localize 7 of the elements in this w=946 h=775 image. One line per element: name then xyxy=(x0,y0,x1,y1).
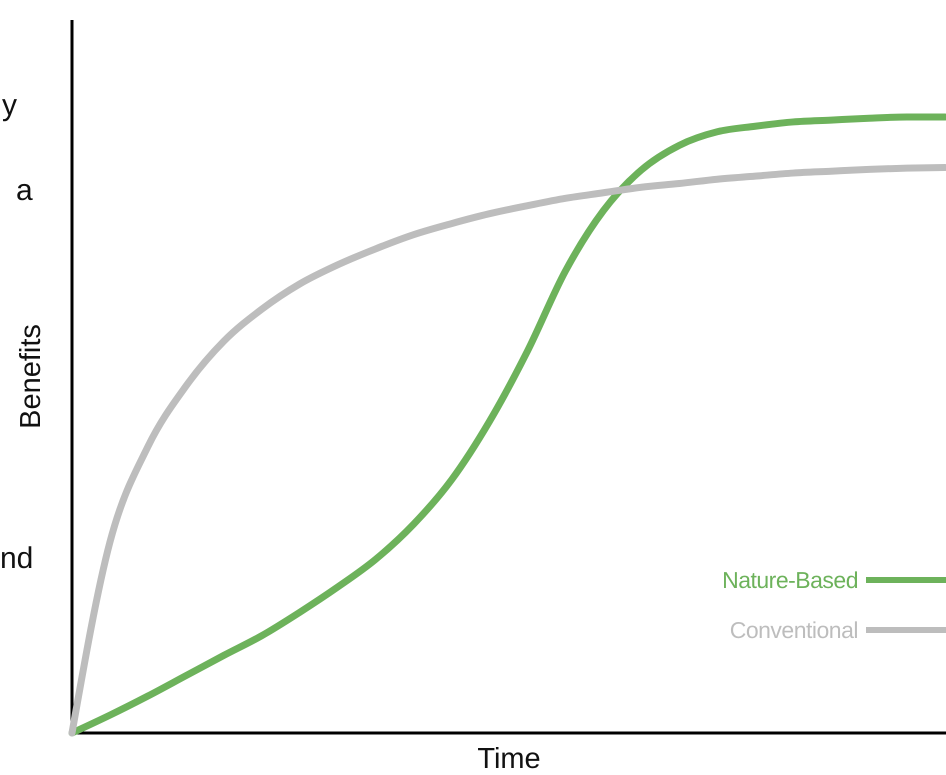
legend-label: Nature-Based xyxy=(722,567,858,593)
x-axis-title: Time xyxy=(477,743,541,775)
text: nd xyxy=(0,542,34,575)
text: y xyxy=(2,89,17,122)
text: a xyxy=(16,174,33,207)
y-axis-title: Benefits xyxy=(15,324,47,429)
legend-label: Conventional xyxy=(730,617,858,643)
